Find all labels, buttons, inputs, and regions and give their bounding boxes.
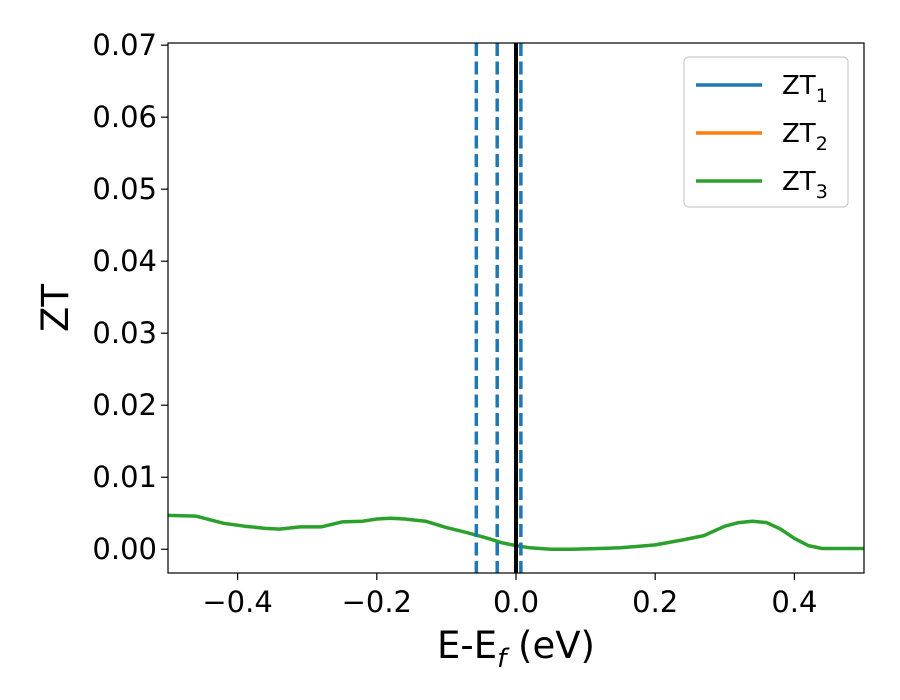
y-tick-label: 0.02 <box>92 388 157 422</box>
y-axis-label: ZT <box>34 284 77 332</box>
legend-label-zt2: ZT2 <box>782 119 828 155</box>
x-axis-label: E-Ef (eV) <box>437 624 595 674</box>
x-tick-label: 0.2 <box>632 585 678 619</box>
x-tick-label: 0.0 <box>493 585 539 619</box>
y-tick-label: 0.05 <box>92 172 157 206</box>
legend-label-zt3: ZT3 <box>782 167 828 203</box>
x-tick-label: −0.2 <box>342 585 412 619</box>
legend: ZT1 ZT2 ZT3 <box>683 56 849 208</box>
y-tick-label: 0.04 <box>92 244 157 278</box>
legend-box <box>683 56 849 208</box>
y-tick-label: 0.03 <box>92 316 157 350</box>
y-tick-label: 0.07 <box>92 28 157 62</box>
x-tick-label: −0.4 <box>202 585 272 619</box>
y-tick-label: 0.06 <box>92 100 157 134</box>
x-tick-label: 0.4 <box>771 585 817 619</box>
legend-label-zt1: ZT1 <box>782 71 828 107</box>
y-tick-label: 0.01 <box>92 460 157 494</box>
y-tick-label: 0.00 <box>92 532 157 566</box>
